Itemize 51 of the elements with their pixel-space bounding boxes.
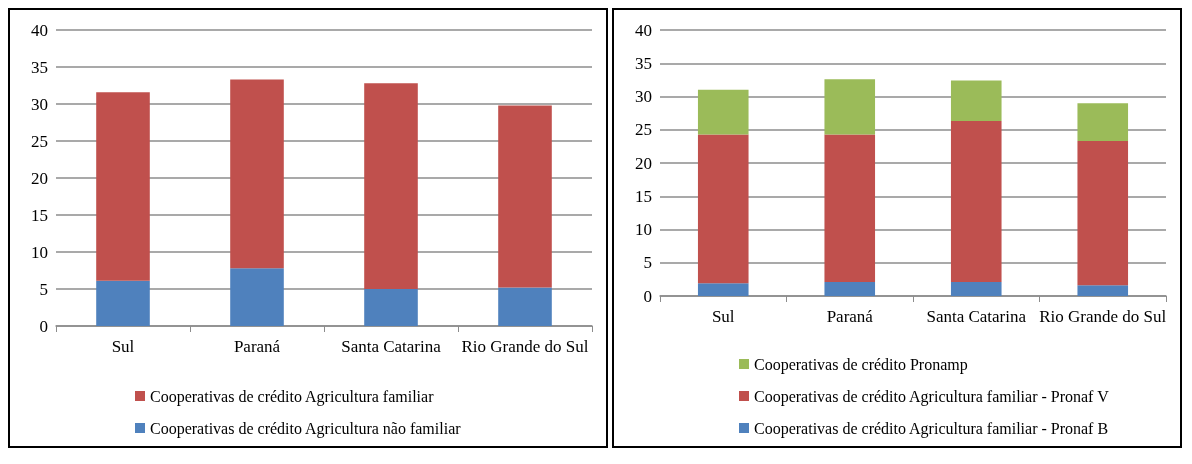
y-tick-label: 30 — [31, 94, 48, 114]
bar — [697, 134, 749, 284]
bar — [950, 80, 1002, 122]
x-tick-label: Santa Catarina — [926, 307, 1027, 326]
x-tick-label: Paraná — [233, 337, 281, 356]
bar — [364, 83, 418, 289]
y-tick-label: 15 — [635, 186, 652, 206]
y-tick-label: 30 — [635, 87, 652, 106]
y-tick-label: 15 — [31, 205, 48, 225]
legend-label: Cooperativas de crédito Agricultura não familiar — [150, 419, 462, 438]
bar — [824, 79, 876, 135]
bar — [697, 89, 749, 135]
y-tick-label: 10 — [635, 220, 652, 239]
y-tick-label: 25 — [635, 120, 652, 140]
y-tick-label: 40 — [635, 20, 652, 40]
y-tick-label: 10 — [31, 242, 48, 262]
y-tick-label: 20 — [635, 153, 652, 173]
bar — [824, 134, 876, 283]
y-tick-label: 20 — [31, 168, 48, 188]
x-tick-label: Santa Catarina — [341, 337, 442, 356]
bar — [364, 289, 418, 326]
y-tick-label: 35 — [635, 53, 652, 73]
x-tick-label: Paraná — [826, 307, 874, 326]
legend-label: Cooperativas de crédito Agricultura familiar — [150, 387, 435, 406]
x-tick-label: Rio Grande do Sul — [461, 337, 589, 356]
bar — [498, 105, 552, 288]
bar — [96, 92, 150, 281]
legend-label: Cooperativas de crédito Pronamp — [754, 355, 968, 374]
bar — [230, 268, 284, 326]
y-tick-label: 0 — [39, 316, 48, 336]
bar — [96, 280, 150, 326]
legend-label: Cooperativas de crédito Agricultura familiar - Pronaf V — [754, 387, 1110, 406]
y-tick-label: 35 — [31, 57, 48, 77]
y-tick-label: 40 — [31, 20, 48, 40]
bar — [950, 282, 1002, 296]
bar — [1077, 103, 1129, 142]
bar — [1077, 141, 1129, 286]
y-tick-label: 5 — [39, 279, 48, 299]
x-tick-label: Sul — [111, 337, 135, 356]
x-tick-label: Sul — [711, 307, 735, 326]
bar — [697, 283, 749, 296]
bar — [950, 121, 1002, 283]
x-tick-label: Rio Grande do Sul — [1039, 307, 1167, 326]
bar — [824, 282, 876, 296]
legend-label: Cooperativas de crédito Agricultura familiar - Pronaf B — [754, 419, 1109, 438]
bar — [498, 287, 552, 326]
y-tick-label: 5 — [643, 253, 652, 273]
y-tick-label: 25 — [31, 131, 48, 151]
y-tick-label: 0 — [643, 286, 652, 306]
bar — [1077, 285, 1129, 296]
bar — [230, 79, 284, 269]
